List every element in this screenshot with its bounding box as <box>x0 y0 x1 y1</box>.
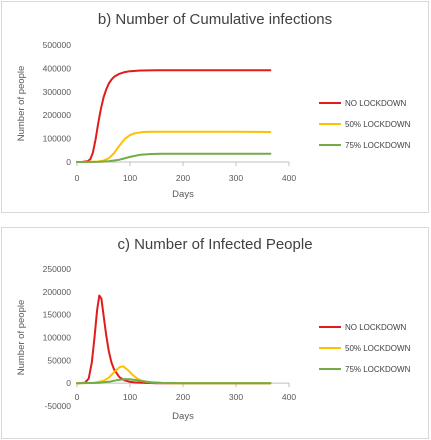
y-axis-label: Number of people <box>16 66 27 142</box>
x-tick-label: 400 <box>282 173 296 183</box>
y-tick-label: 500000 <box>43 40 72 50</box>
legend-label: 50% LOCKDOWN <box>345 120 411 129</box>
x-tick-label: 0 <box>75 173 80 183</box>
y-tick-label: 200000 <box>43 287 72 297</box>
series-line-2 <box>76 378 272 385</box>
y-tick-label: 300000 <box>43 87 72 97</box>
chart-title: c) Number of Infected People <box>117 236 312 253</box>
chart-panel-cumulative: b) Number of Cumulative infections 0 10000… <box>1 1 429 213</box>
x-tick-label: 100 <box>123 392 137 402</box>
chart-panel-infected: c) Number of Infected People -50000 0 50000… <box>1 227 429 439</box>
x-tick-label: 0 <box>75 392 80 402</box>
legend-label: 75% LOCKDOWN <box>345 365 411 374</box>
y-tick-label: 400000 <box>43 63 72 73</box>
x-axis-label: Days <box>172 411 194 422</box>
x-tick-label: 400 <box>282 392 296 402</box>
x-tick-label: 100 <box>123 173 137 183</box>
x-tick-label: 300 <box>229 173 243 183</box>
series-line-2 <box>76 152 272 163</box>
cumulative-infections-chart: b) Number of Cumulative infections 0 10000… <box>16 11 411 200</box>
y-tick-label: 100000 <box>43 333 72 343</box>
legend-label: NO LOCKDOWN <box>345 323 407 332</box>
y-tick-label: -50000 <box>45 401 72 411</box>
legend-label: 50% LOCKDOWN <box>345 344 411 353</box>
series-line-1 <box>76 365 272 385</box>
x-tick-label: 200 <box>176 392 190 402</box>
x-tick-label: 300 <box>229 392 243 402</box>
chart-title: b) Number of Cumulative infections <box>98 11 332 28</box>
y-tick-label: 0 <box>66 157 71 167</box>
y-tick-label: 100000 <box>43 134 72 144</box>
y-tick-label: 200000 <box>43 110 72 120</box>
series-line-0 <box>76 69 272 163</box>
series-line-1 <box>76 130 272 163</box>
x-tick-label: 200 <box>176 173 190 183</box>
legend-label: NO LOCKDOWN <box>345 99 407 108</box>
y-axis-label: Number of people <box>16 300 27 376</box>
y-tick-label: 50000 <box>47 355 71 365</box>
y-tick-label: 0 <box>66 378 71 388</box>
y-tick-label: 250000 <box>43 264 72 274</box>
legend-label: 75% LOCKDOWN <box>345 141 411 150</box>
x-axis-label: Days <box>172 189 194 200</box>
series-line-0 <box>76 294 272 385</box>
y-tick-label: 150000 <box>43 310 72 320</box>
infected-people-chart: c) Number of Infected People-50000050000… <box>16 236 411 422</box>
